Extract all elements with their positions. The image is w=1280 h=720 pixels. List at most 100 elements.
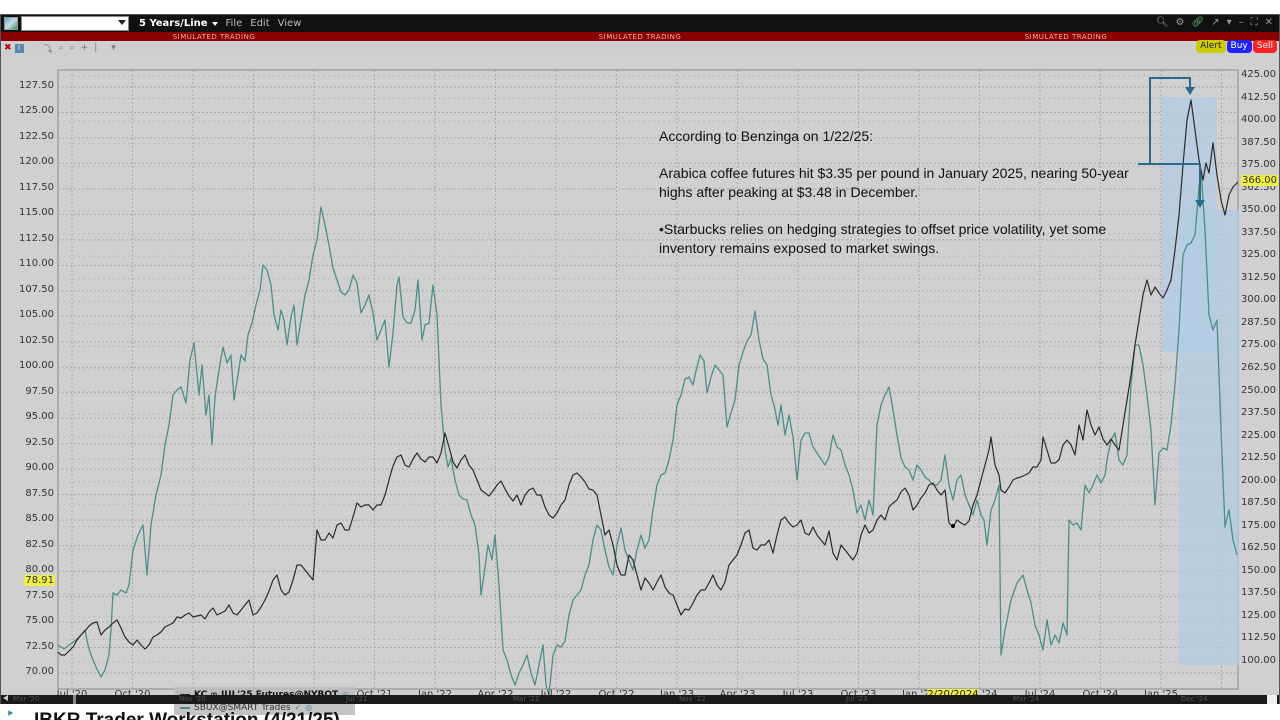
info-icon[interactable]: I [14, 43, 24, 53]
time-axis-tick-label: Apr '22 [478, 689, 514, 700]
left-axis-tick-label: 127.50 [19, 80, 54, 91]
scroll-left-icon[interactable] [3, 695, 8, 701]
buy-button[interactable]: Buy [1226, 40, 1252, 53]
right-axis-tick-label: 262.50 [1241, 362, 1276, 373]
menu-file[interactable]: File [225, 18, 243, 29]
legend-item-sbux[interactable]: SBUX@SMART Trades ✓ ◎ [180, 701, 349, 714]
right-axis-tick-label: 387.50 [1241, 136, 1276, 148]
right-axis-tick-label: 225.00 [1241, 429, 1276, 441]
maximize-icon[interactable]: ⛶ [1250, 17, 1258, 28]
time-axis-tick-label: Jan '22 [418, 689, 452, 700]
left-axis-tick-label: 107.50 [19, 283, 54, 295]
check-icon[interactable]: ✓ [294, 703, 302, 712]
time-axis-tick-label: Apr '23 [720, 689, 756, 700]
separator: | [94, 43, 98, 53]
right-axis-tick-label: 375.00 [1241, 159, 1276, 171]
legend-item-kc[interactable]: KC ∞ JUL'25 Futures@NYBOT ◎ [180, 688, 349, 701]
left-axis-tick-label: 77.50 [25, 589, 54, 601]
left-axis-tick-label: 117.50 [19, 181, 54, 193]
menu-edit[interactable]: Edit [250, 18, 270, 29]
navigator-label: Mar '24 [1013, 695, 1040, 703]
sbux-swatch [180, 706, 190, 709]
time-axis-tick-label: Jul '22 [541, 689, 572, 700]
chart-plot[interactable] [1, 55, 1279, 695]
navigator-thumb[interactable] [73, 695, 76, 704]
left-axis-tick-label: 92.50 [25, 436, 54, 448]
left-axis-tick-label: 110.00 [19, 258, 54, 270]
navigator-label: Nov '20 [179, 695, 206, 703]
right-axis-tick-label: 425.00 [1241, 69, 1276, 80]
annotation-paragraph-2: •Starbucks relies on hedging strategies … [659, 221, 1107, 256]
sbux-last-price-tag: 78.91 [24, 575, 55, 587]
link-icon[interactable]: 🔗︎ [1191, 17, 1205, 28]
time-axis-tick-label: Jul '20 [57, 689, 88, 700]
caret-down-icon [211, 21, 218, 26]
navigator-label: Nov '22 [679, 695, 706, 703]
left-axis-tick-label: 85.00 [25, 513, 54, 525]
time-axis-tick-label: Jan '23 [660, 689, 694, 700]
left-axis-tick-label: 102.50 [19, 334, 54, 346]
crosshair-icon[interactable]: + [80, 43, 89, 53]
simulated-label: SIMULATED TRADING [598, 32, 682, 41]
globe-icon[interactable]: ◎ [342, 690, 349, 699]
left-axis-tick-label: 95.00 [25, 411, 54, 423]
right-axis-tick-label: 412.50 [1241, 91, 1276, 103]
period-selector[interactable]: 5 Years/Line [139, 18, 218, 29]
news-annotation: According to Benzinga on 1/22/25: Arabic… [659, 127, 1139, 276]
legend-sbux-label: SBUX@SMART Trades [194, 702, 291, 713]
screenshot-caption: IBKR Trader Workstation (4/21/25) [34, 710, 340, 720]
gear-icon[interactable]: ⚙ [1175, 17, 1185, 28]
left-axis-tick-label: 105.00 [19, 309, 54, 321]
draw-tool-icon[interactable]: ⤵ [43, 44, 53, 55]
right-axis-tick-label: 337.50 [1241, 226, 1276, 238]
left-price-axis[interactable]: 127.50 125.00 122.50 120.00 117.50 115.00 112.… [1, 55, 57, 695]
scroll-right-icon[interactable] [1267, 695, 1277, 704]
right-axis-tick-label: 162.50 [1241, 542, 1276, 554]
right-axis-tick-label: 300.00 [1241, 294, 1276, 306]
navigator-label: Dec '24 [1181, 695, 1208, 703]
right-axis-tick-label: 350.00 [1241, 204, 1276, 216]
right-axis-tick-label: 100.00 [1241, 655, 1276, 666]
right-axis-tick-label: 237.50 [1241, 407, 1276, 419]
globe-icon[interactable]: ◎ [305, 703, 313, 712]
left-axis-tick-label: 100.00 [19, 360, 54, 372]
kc-swatch [180, 693, 190, 696]
left-axis-tick-label: 120.00 [19, 156, 54, 168]
time-axis-tick-label: Oct '22 [599, 689, 635, 700]
crosshair-date-tag: 2/20/2024 [927, 689, 979, 700]
right-axis-tick-label: 312.50 [1241, 271, 1276, 283]
simulated-label: SIMULATED TRADING [172, 32, 256, 41]
left-axis-tick-label: 75.00 [25, 615, 54, 627]
right-axis-tick-label: 400.00 [1241, 114, 1276, 126]
alert-button[interactable]: Alert [1196, 40, 1226, 53]
symbol-input[interactable] [21, 16, 129, 31]
right-axis-tick-label: 187.50 [1241, 497, 1276, 509]
chevron-down-icon[interactable] [118, 20, 126, 25]
dropdown-icon[interactable]: ▾ [111, 43, 116, 53]
right-price-axis[interactable]: 425.00 412.50 400.00 387.50 375.00 362.50 350.… [1241, 55, 1279, 695]
left-axis-tick-label: 122.50 [19, 130, 54, 142]
dropdown-icon[interactable]: ▾ [1226, 17, 1232, 28]
sell-button[interactable]: Sell [1252, 40, 1277, 53]
close-x-icon[interactable]: ✖ [4, 43, 12, 53]
pin-icon[interactable]: ↗ [1211, 17, 1220, 28]
left-axis-tick-label: 125.00 [19, 105, 54, 117]
close-icon[interactable]: ✕ [1264, 17, 1273, 28]
navigator-label: Mar '22 [513, 695, 540, 703]
period-label: 5 Years/Line [139, 18, 208, 29]
right-axis-tick-label: 250.00 [1241, 384, 1276, 396]
cursor-marker-icon: ⯈ [6, 709, 14, 720]
right-axis-tick-label: 150.00 [1241, 564, 1276, 576]
chart-navigator-bar[interactable]: Mar '20 Nov '20 Jul '21 Mar '22 Nov '22 Jul '… [1, 695, 1279, 704]
zoom-out-icon[interactable]: ⌕ [69, 43, 75, 53]
window-controls: 🔍︎ ⚙ 🔗︎ ↗ ▾ – ⛶ ✕ [1156, 17, 1273, 28]
minimize-icon[interactable]: – [1238, 17, 1244, 28]
menu-view[interactable]: View [277, 18, 302, 29]
search-icon[interactable]: 🔍︎ [1155, 17, 1169, 28]
annotation-paragraph-1: Arabica coffee futures hit $3.35 per pou… [659, 165, 1129, 200]
annotation-heading: According to Benzinga on 1/22/25: [659, 128, 874, 144]
zoom-in-icon[interactable]: ⌕ [58, 43, 64, 53]
title-bar: 5 Years/Line File Edit View 🔍︎ ⚙ 🔗︎ ↗ ▾ … [1, 15, 1279, 32]
chart-area[interactable]: 127.50 125.00 122.50 120.00 117.50 115.00 112.… [1, 55, 1279, 720]
right-axis-tick-label: 362.50 [1241, 181, 1276, 193]
